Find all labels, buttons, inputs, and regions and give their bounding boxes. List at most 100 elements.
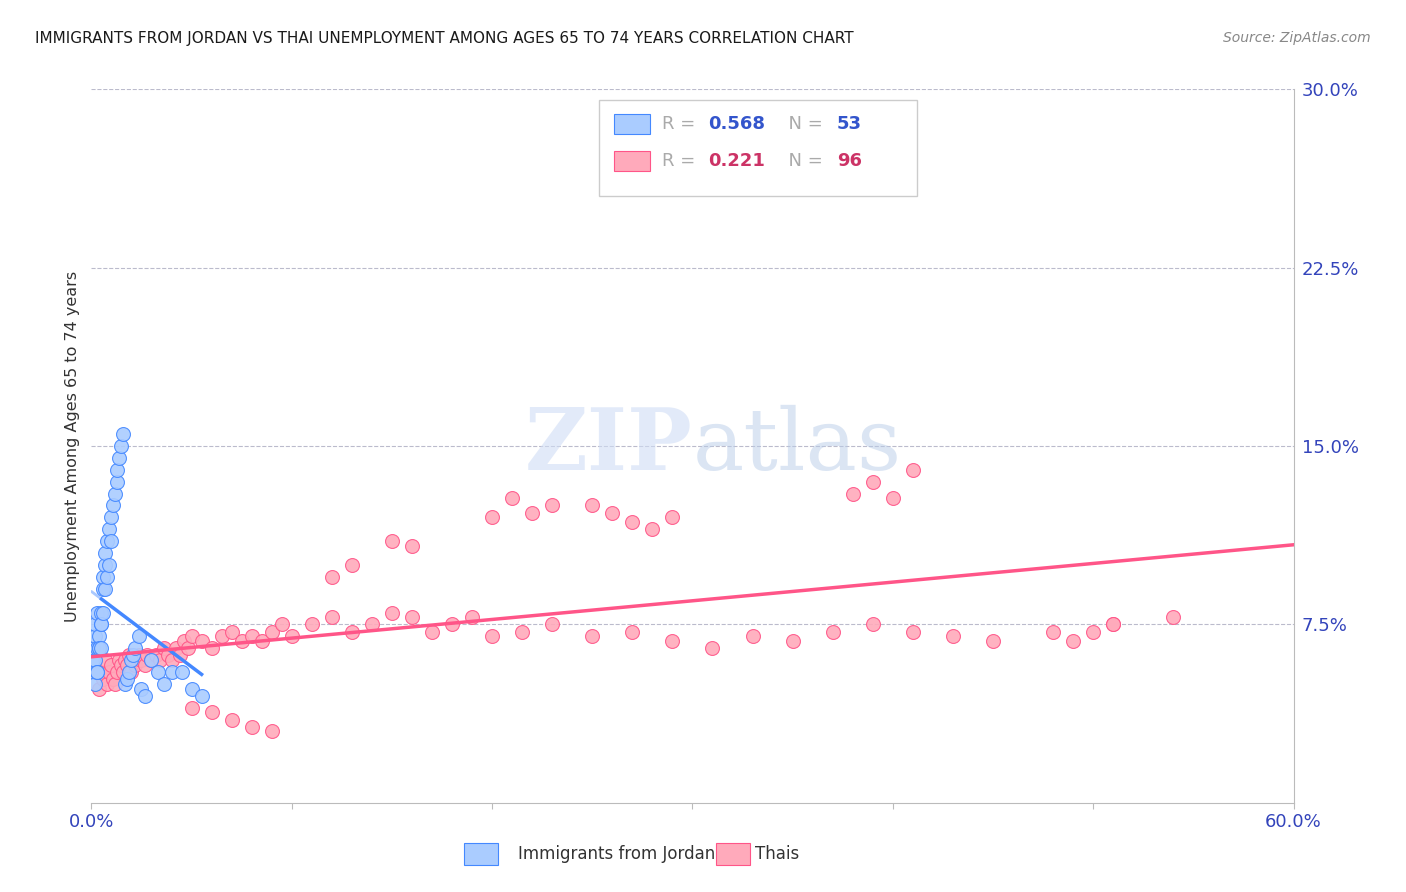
Point (89, 641, 111, 656)
Point (118, 648, 141, 663)
Point (240, 629, 263, 643)
Point (124, 641, 146, 656)
Text: ZIP: ZIP (524, 404, 692, 488)
Point (221, 713, 243, 727)
Point (1062, 634, 1084, 648)
Text: 0.568: 0.568 (709, 115, 765, 133)
Point (117, 672, 139, 686)
Point (1083, 624, 1105, 639)
Point (110, 657, 132, 672)
Point (90, 617, 112, 632)
Point (121, 665, 143, 679)
Point (107, 475, 129, 489)
Text: Thais: Thais (755, 846, 799, 863)
Point (145, 648, 167, 663)
Point (281, 629, 304, 643)
Point (340, 558, 363, 572)
Point (420, 624, 443, 639)
Point (180, 681, 202, 696)
Point (602, 506, 624, 520)
Point (100, 534, 122, 549)
Point (94, 558, 117, 572)
Point (122, 648, 145, 663)
Point (93, 570, 115, 584)
Point (96, 534, 118, 549)
Text: R =: R = (662, 115, 702, 133)
Point (128, 648, 150, 663)
Point (141, 653, 163, 667)
Point (821, 624, 844, 639)
Text: IMMIGRANTS FROM JORDAN VS THAI UNEMPLOYMENT AMONG AGES 65 TO 74 YEARS CORRELATIO: IMMIGRANTS FROM JORDAN VS THAI UNEMPLOYM… (35, 31, 853, 46)
Point (661, 634, 683, 648)
Point (90, 641, 112, 656)
Point (581, 499, 603, 513)
Point (260, 624, 283, 639)
Point (169, 648, 191, 663)
Point (501, 491, 523, 506)
Point (381, 534, 404, 549)
Text: Immigrants from Jordan: Immigrants from Jordan (519, 846, 716, 863)
Text: 96: 96 (837, 153, 862, 170)
Point (461, 610, 484, 624)
Text: 53: 53 (837, 115, 862, 133)
FancyBboxPatch shape (599, 100, 917, 196)
Text: N =: N = (776, 115, 828, 133)
Point (170, 665, 193, 679)
Point (321, 610, 343, 624)
Point (118, 665, 141, 679)
Point (107, 463, 129, 477)
Point (107, 665, 129, 679)
Point (98, 558, 121, 572)
Point (104, 677, 127, 691)
Point (510, 624, 533, 639)
Point (128, 629, 150, 643)
Text: R =: R = (662, 153, 702, 170)
Point (104, 486, 127, 500)
Point (1102, 617, 1125, 632)
Point (82, 665, 104, 679)
Point (481, 510, 503, 524)
Point (321, 570, 343, 584)
Point (94, 653, 117, 667)
Point (148, 653, 170, 667)
Point (100, 510, 122, 524)
Point (89, 641, 111, 656)
Point (112, 427, 135, 442)
Point (360, 617, 382, 632)
Point (180, 629, 202, 643)
Point (301, 617, 323, 632)
Point (641, 522, 664, 536)
Point (94, 582, 117, 596)
Point (221, 624, 243, 639)
Point (98, 522, 121, 536)
Point (114, 653, 136, 667)
Point (541, 617, 564, 632)
Point (84, 665, 107, 679)
Point (201, 706, 224, 720)
Point (901, 624, 924, 639)
Text: 0.221: 0.221 (709, 153, 765, 170)
Point (621, 515, 644, 529)
Point (108, 653, 131, 667)
Point (190, 689, 212, 703)
Point (90, 665, 112, 679)
Point (98, 665, 121, 679)
Point (124, 657, 146, 672)
Text: atlas: atlas (692, 404, 901, 488)
Bar (717, 844, 751, 865)
Point (862, 475, 884, 489)
Point (165, 641, 187, 656)
Bar (614, 114, 651, 134)
Point (110, 439, 132, 453)
Point (103, 672, 125, 686)
Point (90, 617, 112, 632)
Point (260, 724, 283, 739)
Point (122, 653, 145, 667)
Point (211, 629, 233, 643)
Point (176, 641, 198, 656)
Text: Source: ZipAtlas.com: Source: ZipAtlas.com (1223, 31, 1371, 45)
Point (522, 506, 544, 520)
Point (152, 677, 174, 691)
Point (86, 606, 108, 620)
Y-axis label: Unemployment Among Ages 65 to 74 years: Unemployment Among Ages 65 to 74 years (65, 270, 80, 622)
